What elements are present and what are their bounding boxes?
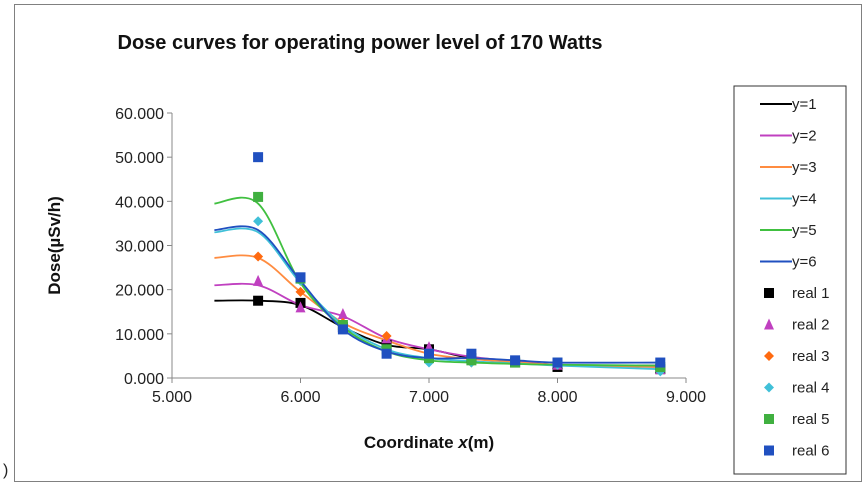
legend-label: real 4 <box>792 380 830 397</box>
legend-item: y=2 <box>760 128 817 145</box>
data-point <box>466 355 477 366</box>
legend-marker-swatch <box>764 351 774 361</box>
data-point <box>337 307 348 319</box>
data-point <box>253 216 264 227</box>
legend-marker-swatch <box>764 318 774 330</box>
legend-marker-swatch <box>764 414 774 424</box>
legend-item: real 2 <box>764 317 830 334</box>
stray-paren: ) <box>3 462 9 479</box>
data-point <box>424 348 434 359</box>
data-point <box>253 152 264 163</box>
legend-label: real 6 <box>792 443 830 460</box>
data-point <box>337 324 348 335</box>
legend-marker-swatch <box>764 288 774 298</box>
legend-label: y=6 <box>792 254 817 271</box>
legend-item: y=3 <box>760 159 817 176</box>
legend-item: y=1 <box>760 96 817 113</box>
legend-box <box>733 85 847 475</box>
legend-item: y=6 <box>760 254 817 271</box>
series-y-6 <box>214 225 661 364</box>
data-point <box>253 251 264 262</box>
data-point <box>510 355 521 366</box>
y-axis-title: Dose(µSv/h) <box>45 196 64 295</box>
data-point <box>295 286 306 297</box>
legend-item: real 5 <box>764 411 830 428</box>
legend-label: real 1 <box>792 285 830 302</box>
y-tick-label: 10.000 <box>115 327 164 344</box>
y-tick-label: 0.000 <box>124 371 164 388</box>
legend-item: y=4 <box>760 191 817 208</box>
legend-label: real 2 <box>792 317 830 334</box>
legend: y=1 y=2 y=3 y=4 y=5 y=6 real 1 real 2 real 3 real… <box>733 85 847 475</box>
x-tick-label: 9.000 <box>666 389 706 406</box>
data-point <box>253 191 264 202</box>
chart-frame <box>14 4 862 482</box>
x-tick-label: 7.000 <box>409 389 449 406</box>
series-real-2 <box>253 274 666 375</box>
legend-marker-swatch <box>764 445 774 456</box>
legend-label: real 3 <box>792 348 830 365</box>
data-point <box>253 295 264 306</box>
data-point <box>655 357 666 368</box>
legend-item: y=5 <box>760 222 817 239</box>
y-tick-label: 60.000 <box>115 106 164 123</box>
data-point <box>253 274 264 286</box>
y-tick-label: 30.000 <box>115 239 164 256</box>
data-point <box>552 357 563 368</box>
series-real-6 <box>253 152 666 368</box>
legend-item: real 6 <box>764 443 830 460</box>
y-tick-label: 20.000 <box>115 283 164 300</box>
legend-label: y=5 <box>792 222 817 239</box>
y-tick-label: 50.000 <box>115 150 164 167</box>
series-line <box>214 227 661 371</box>
y-tick-label: 40.000 <box>115 194 164 211</box>
tick-labels: 0.000 10.000 20.000 30.000 40.000 50.000 60.00… <box>115 106 706 406</box>
series-line <box>214 196 661 367</box>
legend-item: real 1 <box>764 285 830 302</box>
series-layer <box>214 152 666 377</box>
legend-label: y=3 <box>792 159 817 176</box>
chart-title: Dose curves for operating power level of… <box>117 32 603 54</box>
legend-label: y=4 <box>792 191 817 208</box>
data-point <box>381 348 392 359</box>
x-axis-title: Coordinate x(m) <box>364 433 494 452</box>
x-tick-label: 5.000 <box>152 389 192 406</box>
x-tick-label: 8.000 <box>537 389 577 406</box>
series-y-4 <box>214 227 661 371</box>
series-real-4 <box>253 216 666 377</box>
legend-label: real 5 <box>792 411 830 428</box>
x-tick-label: 6.000 <box>280 389 320 406</box>
legend-label: y=2 <box>792 128 817 145</box>
data-point <box>295 272 306 283</box>
series-y-5 <box>214 196 661 367</box>
legend-item: real 4 <box>764 380 830 397</box>
legend-label: y=1 <box>792 96 817 113</box>
series-real-5 <box>253 191 666 372</box>
data-point <box>381 331 392 342</box>
legend-item: real 3 <box>764 348 830 365</box>
axes <box>171 113 686 379</box>
series-line <box>214 225 661 364</box>
legend-marker-swatch <box>764 382 774 393</box>
data-point <box>295 301 306 313</box>
data-point <box>466 348 477 359</box>
